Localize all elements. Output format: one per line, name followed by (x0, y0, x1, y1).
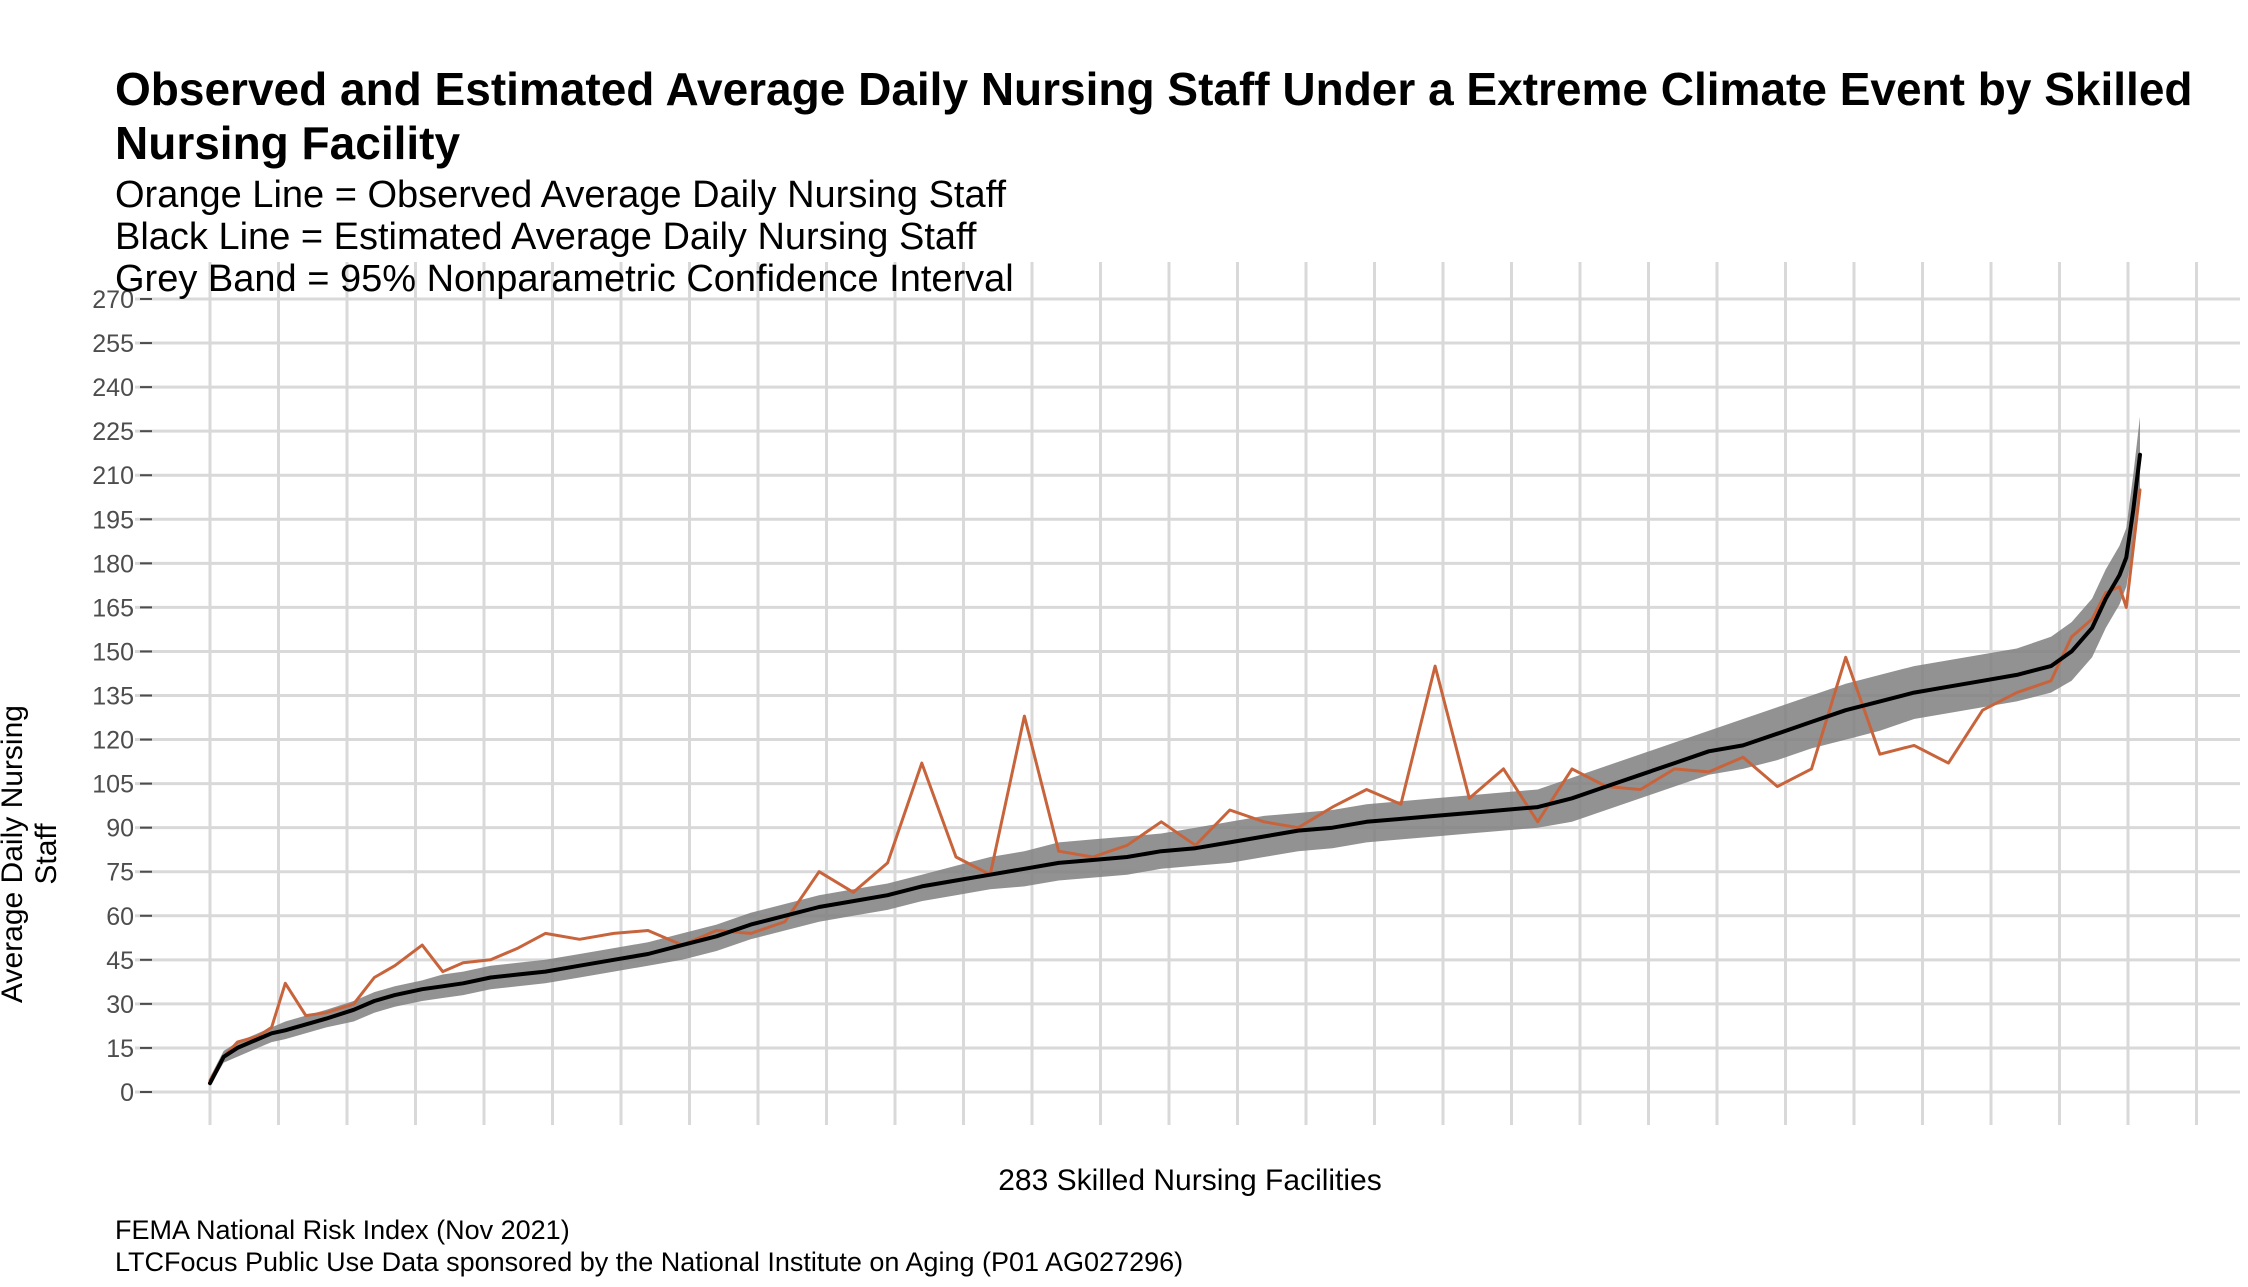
y-tick-label-225: 225 (92, 418, 134, 446)
subtitle-black-line: Black Line = Estimated Average Daily Nur… (115, 216, 977, 258)
y-tick-label-270: 270 (92, 286, 134, 314)
chart-title: Observed and Estimated Average Daily Nur… (115, 63, 2193, 169)
chart-caption: FEMA National Risk Index (Nov 2021) LTCF… (115, 1214, 1183, 1278)
y-tick-label-75: 75 (106, 859, 134, 887)
y-tick-label-165: 165 (92, 594, 134, 622)
y-tick-label-15: 15 (106, 1035, 134, 1063)
y-tick-label-45: 45 (106, 947, 134, 975)
series-observed-line (208, 488, 2142, 1082)
y-tick-label-105: 105 (92, 771, 134, 799)
y-tick-label-90: 90 (106, 815, 134, 843)
y-tick-label-30: 30 (106, 991, 134, 1019)
y-tick-label-240: 240 (92, 374, 134, 402)
chart-subtitle: Orange Line = Observed Average Daily Nur… (115, 174, 1014, 300)
y-tick-label-0: 0 (120, 1079, 134, 1107)
caption-line-2: LTCFocus Public Use Data sponsored by th… (115, 1247, 1184, 1277)
y-tick-label-210: 210 (92, 462, 134, 490)
y-tick-label-60: 60 (106, 903, 134, 931)
caption-line-1: FEMA National Risk Index (Nov 2021) (115, 1215, 570, 1245)
y-tick-label-150: 150 (92, 638, 134, 666)
series-estimated-line (208, 452, 2142, 1086)
x-axis-label: 283 Skilled Nursing Facilities (998, 1164, 1382, 1197)
y-tick-label-195: 195 (92, 506, 134, 534)
subtitle-grey-band: Grey Band = 95% Nonparametric Confidence… (115, 258, 1014, 300)
confidence-band (210, 416, 2140, 1087)
subtitle-orange-line: Orange Line = Observed Average Daily Nur… (115, 174, 1007, 216)
y-tick-label-180: 180 (92, 550, 134, 578)
y-axis-label: Average Daily Nursing Staff (0, 705, 63, 1003)
y-tick-label-255: 255 (92, 330, 134, 358)
y-tick-label-120: 120 (92, 727, 134, 755)
y-tick-label-135: 135 (92, 683, 134, 711)
